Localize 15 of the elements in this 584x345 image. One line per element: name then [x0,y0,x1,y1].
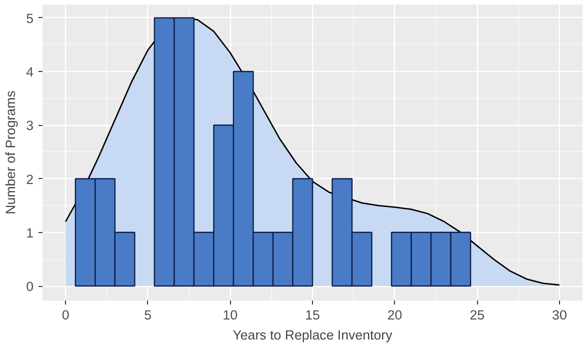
y-tick-label: 1 [26,225,34,240]
y-tick-label: 5 [26,10,34,26]
x-axis-title: Years to Replace Inventory [232,328,393,342]
x-tick-label: 0 [62,308,70,322]
y-axis-title: Number of Programs [3,90,18,214]
x-tick-label: 5 [144,308,152,322]
y-tick-label: 2 [26,172,34,187]
x-tick-label: 15 [305,308,320,322]
x-tick-label: 10 [222,308,238,322]
y-tick-label: 0 [26,279,34,294]
x-tick-label: 25 [470,308,485,322]
x-tick-label: 20 [387,308,402,322]
y-tick-label: 3 [26,118,34,134]
x-tick-label: 30 [552,308,567,322]
y-tick-label: 4 [26,64,34,80]
